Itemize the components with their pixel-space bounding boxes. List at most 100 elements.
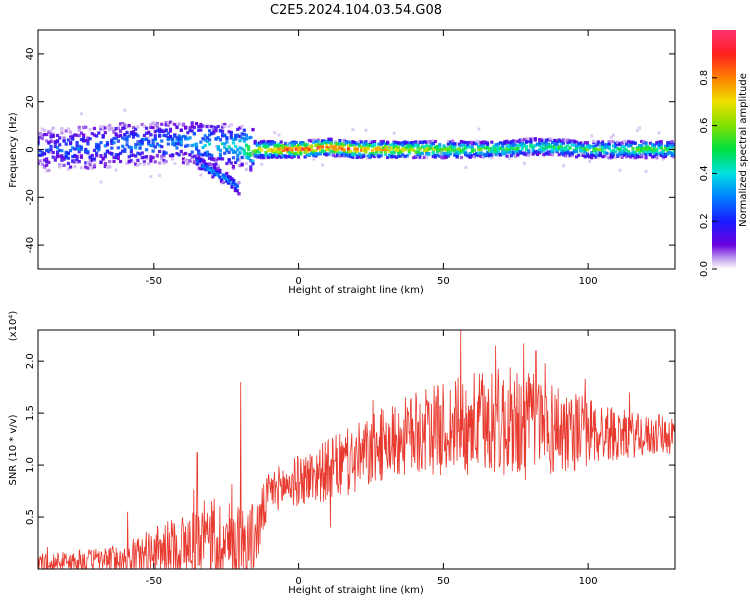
snr-x-tick-label: 0: [295, 576, 301, 587]
spectrogram-cell: [40, 162, 44, 166]
spectrogram-cell: [266, 144, 270, 148]
spectrogram-cell: [114, 153, 118, 157]
spectrogram-cell: [605, 142, 609, 147]
spectrogram-cell: [42, 152, 47, 156]
spectrogram-cell: [190, 121, 194, 125]
spectrogram-cell: [60, 158, 64, 162]
spectrogram-cell: [451, 148, 455, 152]
spectrogram-cell: [438, 154, 442, 158]
spectrogram-cell: [483, 153, 487, 157]
spectrogram-cell: [296, 143, 301, 147]
spectrogram-cell: [125, 137, 129, 141]
spectrogram-cell: [257, 151, 262, 155]
spectrogram-cell: [392, 150, 396, 155]
spectrogram-cell: [316, 143, 320, 147]
spectrogram-cell: [596, 150, 600, 154]
spectrogram-cell: [518, 138, 522, 142]
spectrogram-cell: [399, 150, 403, 154]
spectrogram-cell: [570, 143, 574, 147]
spectrogram-cell: [564, 148, 568, 152]
spectrogram-cell: [579, 141, 583, 145]
spectrogram-cell: [207, 142, 212, 146]
spectrogram-cell: [270, 140, 275, 144]
spectrogram-cell: [353, 143, 357, 147]
spectrogram-cell: [312, 153, 316, 157]
spectrogram-cell: [559, 142, 563, 147]
spectrogram-cell: [407, 151, 411, 155]
snr-x-axis-label: Height of straight line (km): [288, 585, 424, 596]
spectrogram-cell: [88, 159, 92, 163]
spectrogram-cell: [349, 141, 353, 145]
spectrogram-cell: [201, 145, 205, 150]
spectrogram-cell: [266, 148, 270, 153]
spectrogram-cell: [633, 152, 637, 157]
spectrogram-cell: [659, 153, 663, 157]
spectrogram-cell: [66, 151, 71, 155]
spectrogram-cell: [171, 121, 175, 126]
spectrogram-cell: [73, 154, 77, 158]
spectrogram-cell: [592, 148, 596, 153]
spectrogram-cell: [427, 147, 431, 151]
spectrogram-cell: [416, 144, 420, 148]
spectrogram-cell: [396, 151, 401, 156]
spectrogram-cell: [668, 141, 672, 145]
spectrogram-cell: [637, 155, 642, 159]
spectrogram-cell: [624, 148, 629, 152]
spectrogram-cell: [364, 150, 368, 154]
spectrogram-cell: [372, 139, 377, 144]
spectrogram-cell: [253, 153, 257, 157]
spectrogram-cell: [574, 155, 579, 159]
spectrogram-cell: [485, 146, 490, 150]
spectrogram-cell: [594, 151, 598, 156]
spectrogram-cell: [629, 143, 633, 148]
spectrogram-cell: [192, 159, 196, 163]
spectrogram-cell: [247, 136, 251, 140]
spectrogram-cell: [281, 144, 285, 148]
spectrogram-cell: [114, 132, 118, 136]
spectrogram-cell: [249, 151, 253, 156]
spectrogram-cell: [192, 132, 196, 136]
spectrogram-cell: [663, 147, 668, 151]
spectrogram-cell: [270, 154, 275, 158]
spectrogram-cell: [412, 142, 416, 146]
spectrogram-cell: [77, 144, 81, 148]
spectrogram-cell: [449, 150, 453, 154]
spectrogram-cell: [364, 147, 368, 152]
spectrogram-cell: [58, 143, 62, 147]
spectrogram-cell: [581, 147, 585, 151]
spectrogram-cell: [429, 140, 433, 144]
spectrogram-cell: [527, 149, 531, 153]
spectrogram-cell: [290, 151, 294, 155]
spectrogram-cell: [58, 154, 62, 158]
spectrogram-cell: [127, 145, 131, 149]
spectrogram-cell: [213, 173, 217, 177]
spectrogram-cell: [320, 145, 325, 149]
spectrogram-cell: [386, 146, 390, 150]
spectrogram-cell: [66, 161, 71, 166]
spectrogram-cell: [561, 149, 566, 154]
spectrogram-cell: [668, 150, 672, 155]
spectrogram-cell: [505, 148, 509, 152]
spectrogram-cell: [286, 141, 290, 145]
spectrogram-cell: [642, 149, 646, 153]
spectrogram-cell: [173, 122, 177, 127]
spectrogram-cell: [555, 148, 559, 152]
spectrogram-cell: [199, 152, 203, 157]
spectrogram-cell: [331, 148, 335, 152]
spectrogram-cell: [123, 149, 127, 153]
spectrogram-cell: [396, 154, 401, 158]
spectrogram-cell: [527, 137, 531, 141]
spectrogram-cell: [323, 141, 327, 145]
spectrogram-cell: [249, 168, 253, 172]
spectrogram-cell: [105, 143, 110, 147]
spectrogram-cell: [114, 155, 118, 160]
spectrogram-cell: [49, 139, 53, 143]
spectrogram-cell: [670, 153, 674, 157]
spectrogram-cell: [418, 155, 422, 159]
spectrogram-cell: [266, 155, 270, 160]
spectrogram-cell: [392, 141, 396, 145]
spectrogram-cell: [514, 143, 518, 147]
spectrogram-cell: [498, 141, 503, 145]
spectrogram-cell: [218, 157, 223, 161]
